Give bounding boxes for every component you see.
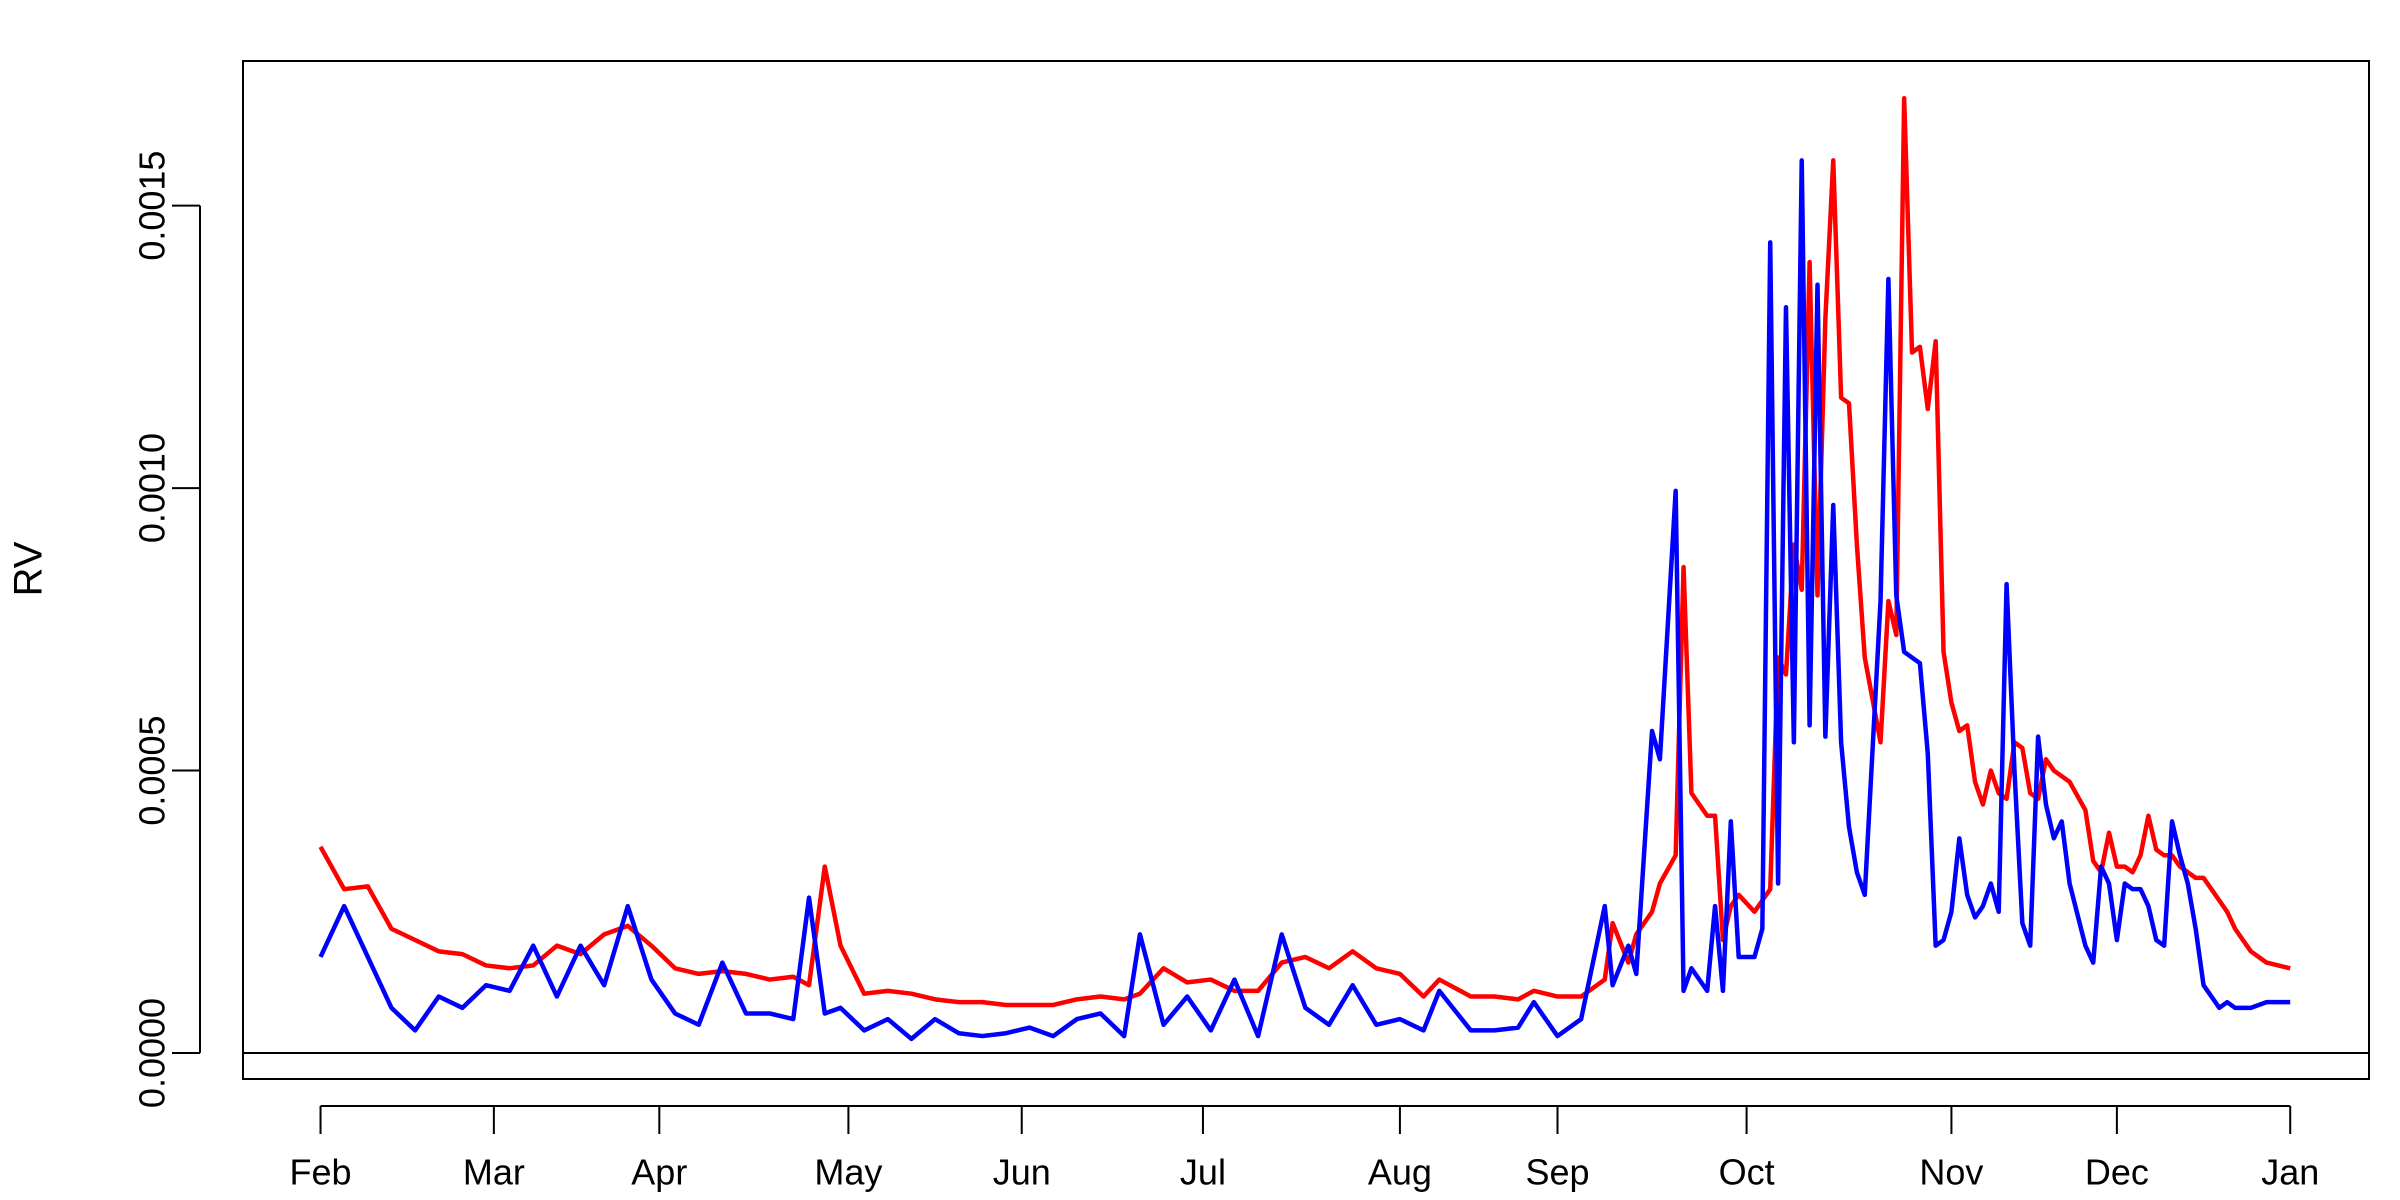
plot-frame <box>242 60 2370 1080</box>
y-tick-label: 0.0000 <box>132 998 173 1108</box>
y-axis-label: RV <box>7 541 51 596</box>
y-tick-label: 0.0015 <box>132 151 173 261</box>
x-tick-label: Jun <box>993 1152 1051 1193</box>
x-tick-label: Mar <box>463 1152 525 1193</box>
x-tick-label: Sep <box>1525 1152 1589 1193</box>
series-line <box>318 158 2291 1042</box>
x-tick-label: May <box>814 1152 882 1193</box>
x-tick-label: Jul <box>1180 1152 1226 1193</box>
x-tick-label: Jan <box>2261 1152 2319 1193</box>
x-tick-label: Apr <box>631 1152 687 1193</box>
x-tick-label: Nov <box>1919 1152 1983 1193</box>
y-tick-label: 0.0010 <box>132 433 173 543</box>
x-tick-label: Aug <box>1368 1152 1432 1193</box>
y-tick-label: 0.0005 <box>132 715 173 825</box>
series-line <box>318 96 2291 1008</box>
x-tick-label: Oct <box>1719 1152 1775 1193</box>
x-tick-label: Feb <box>290 1152 352 1193</box>
x-tick-label: Dec <box>2085 1152 2149 1193</box>
